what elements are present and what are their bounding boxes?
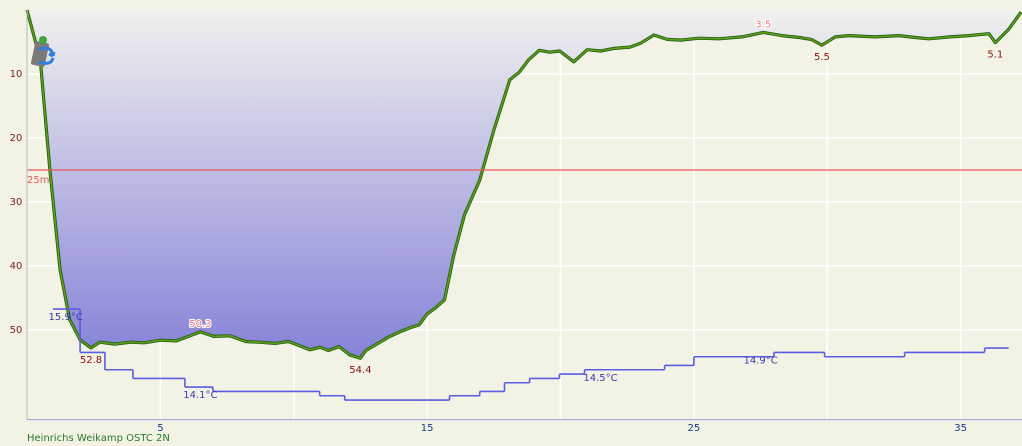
y-tick-label: 20: [10, 133, 23, 144]
dive-computer-name: Heinrichs Weikamp OSTC 2N: [27, 433, 170, 444]
gas-change-icon: [31, 36, 56, 67]
arrow-icon: [38, 57, 55, 65]
depth-label: 3.5: [755, 19, 771, 30]
y-tick-label: 10: [10, 69, 23, 80]
depth-label: 5.5: [814, 52, 830, 63]
x-tick-label: 25: [688, 423, 701, 434]
temperature-label: 14.5°C: [583, 373, 617, 384]
temperature-label: 15.9°C: [49, 312, 83, 323]
temperature-label: 14.9°C: [743, 355, 777, 366]
y-tick-label: 50: [10, 325, 23, 336]
depth-line: [26, 9, 1022, 359]
depth-label: 5.1: [987, 50, 1003, 61]
depth-area: [27, 10, 1022, 359]
plot-layer: 25m 10 20 30 40 50 5 15 25 35 52.8 50.3 54.4 3.5 5.5 5.…: [10, 9, 1022, 434]
y-tick-label: 40: [10, 261, 23, 272]
x-tick-label: 5: [157, 423, 163, 434]
depth-label: 52.8: [80, 355, 102, 366]
reference-label: 25m: [27, 175, 49, 186]
x-tick-label: 35: [954, 423, 967, 434]
arrow-icon: [38, 46, 56, 58]
temperature-label: 14.1°C: [183, 390, 217, 401]
depth-label: 50.3: [189, 319, 211, 330]
y-tick-label: 30: [10, 197, 23, 208]
valve-icon: [39, 36, 47, 44]
depth-label: 54.4: [349, 365, 371, 376]
x-tick-label: 15: [421, 423, 434, 434]
